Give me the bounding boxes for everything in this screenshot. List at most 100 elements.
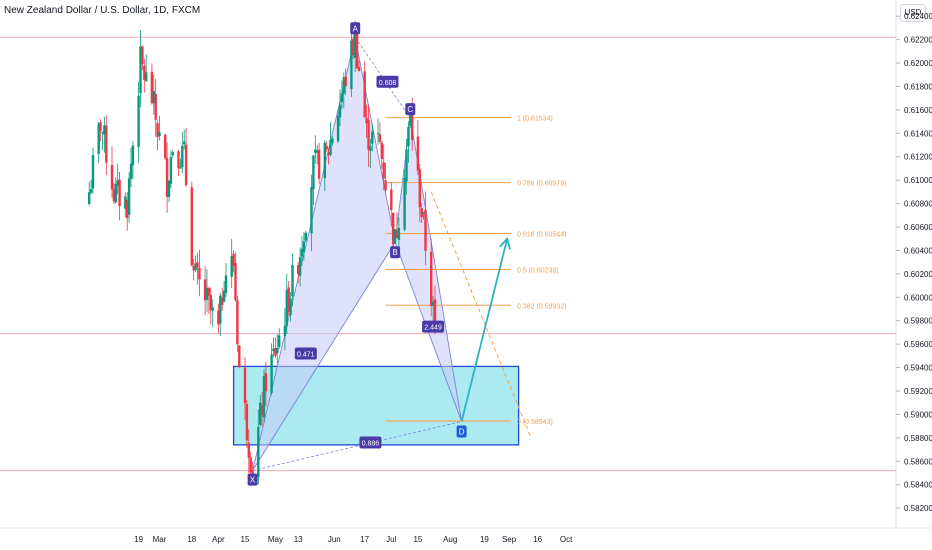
price-tick-label: 0.61200 [904, 153, 932, 162]
price-change-label-box [422, 320, 445, 333]
candle-body [243, 367, 247, 404]
candle-body [105, 125, 108, 163]
candle-body [110, 164, 114, 190]
candle-body [300, 248, 304, 257]
candle-body [285, 290, 288, 326]
candle-body [224, 275, 228, 293]
candle-body [283, 325, 287, 337]
pattern-diagonal-xd [252, 421, 462, 472]
candle-body [152, 91, 155, 104]
time-tick-label: Jun [328, 535, 341, 544]
price-tick-label: 0.59800 [904, 317, 932, 326]
pattern-point-b-label: B [392, 248, 397, 257]
candle-body [150, 71, 154, 104]
candle-body [329, 139, 332, 155]
candle-body [289, 298, 292, 315]
time-tick-label: 19 [480, 535, 489, 544]
candle-body [116, 180, 119, 186]
ratio-label-box [359, 436, 382, 449]
candle-body [259, 402, 262, 425]
candle-body [101, 132, 104, 134]
candle-body [219, 295, 222, 324]
pattern-point-c-label: C [407, 105, 413, 114]
candle-body [382, 162, 385, 179]
candle-body [238, 345, 241, 368]
candle-body [127, 178, 131, 215]
price-tick-label: 0.58400 [904, 481, 932, 490]
fib-level-label: 0 (0.58943) [517, 419, 553, 426]
candle-body [217, 310, 220, 325]
candle-body [181, 145, 184, 167]
candle-body [274, 348, 277, 356]
candle-body [363, 71, 366, 118]
candle-body [209, 294, 212, 311]
pattern-point-c-box [405, 103, 416, 116]
ratio-label-box [294, 347, 317, 360]
candle-body [357, 66, 361, 72]
candle-body [390, 189, 393, 211]
fib-level-label: 0.786 (0.60979) [517, 181, 566, 188]
candle-body [129, 163, 133, 179]
pattern-point-d-box [456, 425, 467, 438]
candle-body [424, 209, 427, 251]
candle-body [407, 126, 410, 147]
candle-body [124, 196, 127, 209]
time-tick-label: 17 [360, 535, 369, 544]
candle-body [397, 227, 401, 240]
candle-body [234, 263, 237, 301]
time-tick-label: Oct [560, 535, 573, 544]
ratio-label-box [376, 75, 399, 88]
chart-title: New Zealand Dollar / U.S. Dollar, 1D, FX… [4, 5, 201, 16]
candle-body [112, 189, 116, 202]
candle-body [317, 149, 321, 179]
candle-body [420, 208, 423, 218]
candle-body [430, 251, 433, 306]
candle-body [260, 405, 264, 416]
candle-body [126, 199, 129, 218]
price-tick-label: 0.59000 [904, 410, 932, 419]
time-tick-label: Aug [443, 535, 457, 544]
candle-body [380, 142, 383, 160]
candle-body [158, 132, 161, 137]
price-tick-label: 0.60800 [904, 200, 932, 209]
price-tick-label: 0.61400 [904, 129, 932, 138]
time-tick-label: 15 [241, 535, 250, 544]
candle-body [232, 253, 235, 266]
price-tick-label: 0.61600 [904, 106, 932, 115]
candle-body [327, 152, 330, 156]
candle-body [177, 151, 180, 169]
price-tick-label: 0.59600 [904, 340, 932, 349]
currency-button[interactable]: USD [900, 4, 926, 22]
candle-body [431, 301, 435, 306]
price-tick-label: 0.62200 [904, 36, 932, 45]
candle-body [145, 72, 148, 82]
candle-body [378, 134, 382, 142]
candle-body [331, 138, 334, 143]
candle-body [179, 166, 182, 169]
price-tick-label: 0.61800 [904, 82, 932, 91]
candle-body [164, 134, 167, 159]
candle-body [198, 267, 201, 280]
price-tick-label: 0.60400 [904, 246, 932, 255]
time-tick-label: Jul [386, 535, 396, 544]
candle-body [114, 183, 117, 203]
candle-body [325, 146, 328, 150]
ratio-label-text: 0.471 [297, 352, 315, 359]
candle-body [205, 287, 209, 300]
candle-body [393, 229, 397, 244]
candle-body [249, 457, 252, 473]
candle-body [154, 93, 157, 120]
candle-body [304, 232, 307, 241]
candle-body [314, 149, 317, 153]
candle-body [384, 180, 387, 191]
candle-body [194, 263, 197, 271]
candle-body [376, 133, 380, 135]
candle-body [143, 65, 146, 80]
candle-body [369, 146, 372, 152]
candle-body [336, 115, 340, 142]
candle-body [433, 299, 437, 322]
candle-body [88, 192, 91, 204]
candle-body [316, 150, 319, 153]
